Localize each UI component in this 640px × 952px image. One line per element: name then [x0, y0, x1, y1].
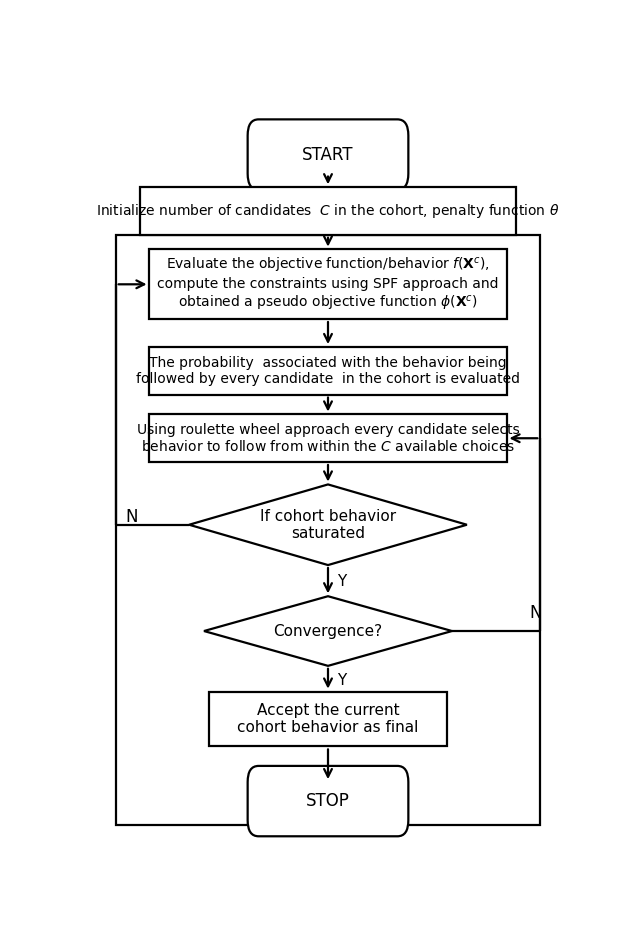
Polygon shape [204, 596, 452, 665]
Text: Evaluate the objective function/behavior $f$($\mathbf{X}^c$),
compute the constr: Evaluate the objective function/behavior… [157, 256, 499, 313]
Bar [150, 414, 507, 462]
Polygon shape [189, 485, 467, 565]
Text: Accept the current
cohort behavior as final: Accept the current cohort behavior as fi… [237, 703, 419, 735]
Text: The probability  associated with the behavior being
followed by every candidate : The probability associated with the beha… [136, 356, 520, 386]
Text: Y: Y [337, 673, 346, 688]
Text: Y: Y [337, 574, 346, 589]
Text: N: N [529, 604, 541, 622]
Text: START: START [302, 146, 354, 164]
FancyBboxPatch shape [248, 119, 408, 189]
Bar [140, 188, 516, 235]
Text: N: N [126, 508, 138, 526]
FancyBboxPatch shape [248, 766, 408, 836]
Bar [150, 249, 507, 319]
Bar [116, 235, 540, 825]
Text: Convergence?: Convergence? [273, 624, 383, 639]
Text: If cohort behavior
saturated: If cohort behavior saturated [260, 508, 396, 541]
Text: Initialize number of candidates  $C$ in the cohort, penalty function $\theta$: Initialize number of candidates $C$ in t… [97, 202, 559, 220]
Text: STOP: STOP [306, 792, 350, 810]
Bar [209, 691, 447, 746]
Text: Using roulette wheel approach every candidate selects
behavior to follow from wi: Using roulette wheel approach every cand… [136, 423, 520, 454]
Bar [150, 347, 507, 395]
